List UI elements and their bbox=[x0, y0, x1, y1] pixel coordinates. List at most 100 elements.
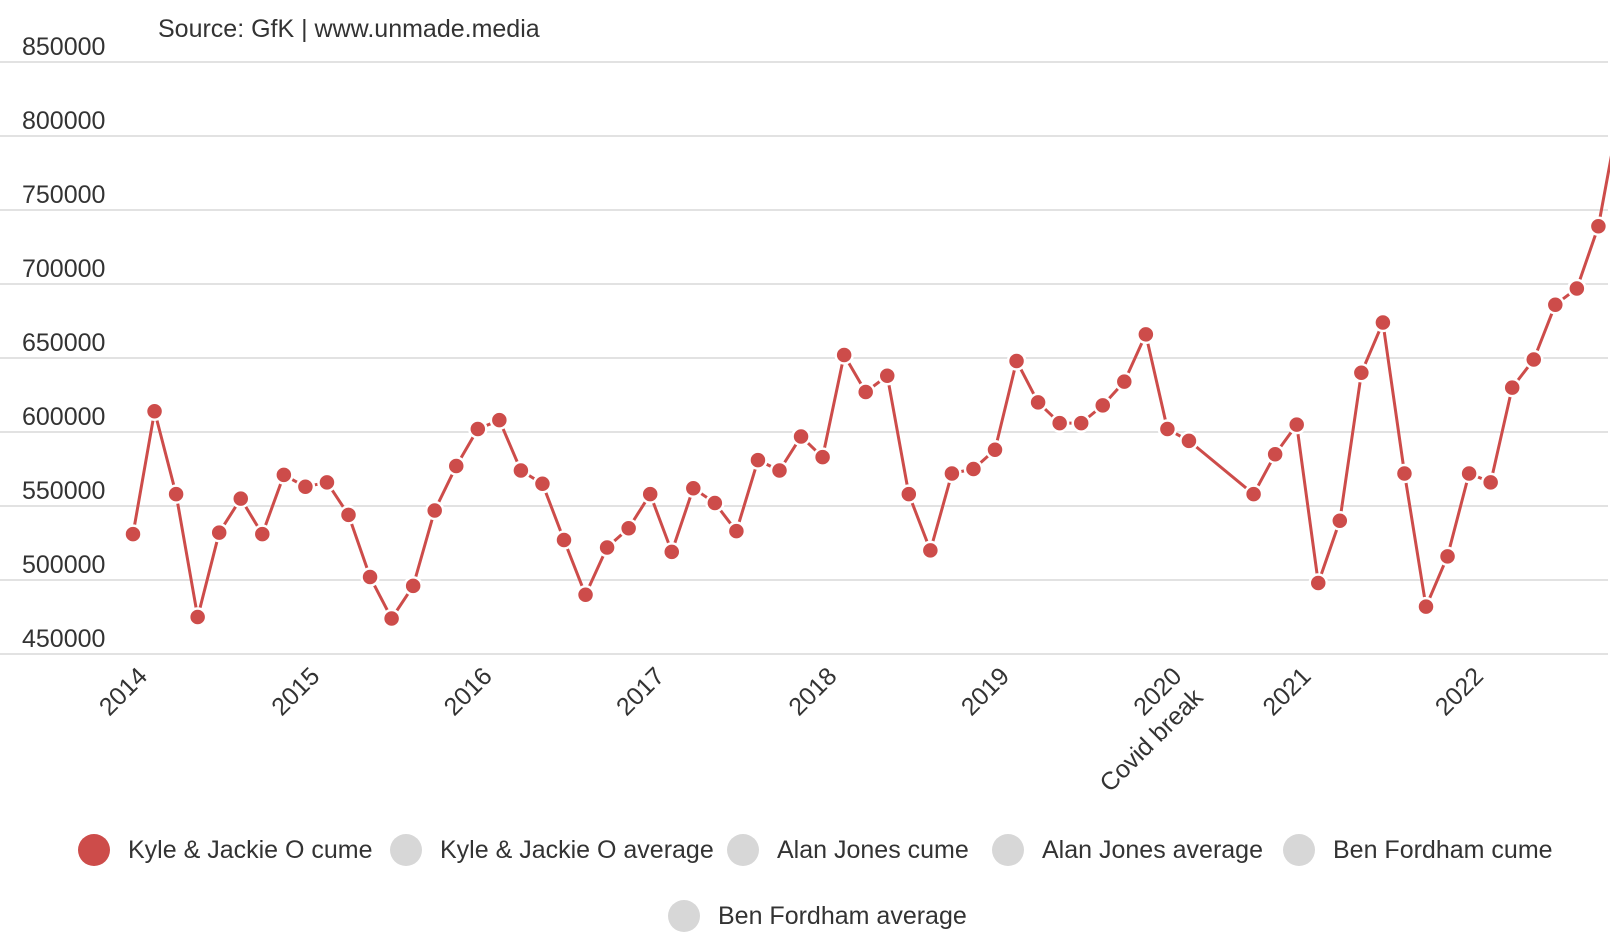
data-point bbox=[1006, 351, 1027, 371]
data-point bbox=[1351, 363, 1372, 383]
x-tick: 2017 bbox=[611, 662, 670, 721]
data-point bbox=[705, 493, 725, 513]
data-point bbox=[1071, 413, 1091, 433]
series-layer bbox=[123, 155, 1610, 629]
data-point bbox=[1243, 484, 1264, 504]
data-point bbox=[209, 522, 229, 543]
y-tick-label: 800000 bbox=[22, 107, 105, 135]
series-line bbox=[131, 155, 1610, 620]
data-point bbox=[1567, 278, 1587, 299]
y-axis-ticks: 850000 800000 750000 700000 650000 600000 5500… bbox=[22, 33, 105, 653]
y-tick-label: 600000 bbox=[22, 403, 105, 431]
data-point bbox=[597, 537, 617, 558]
data-point bbox=[1093, 395, 1113, 416]
data-point bbox=[403, 576, 423, 596]
data-point bbox=[360, 567, 380, 587]
data-point bbox=[1524, 349, 1544, 370]
data-point bbox=[1330, 511, 1350, 531]
data-point bbox=[1459, 463, 1479, 484]
data-point bbox=[1114, 371, 1135, 392]
data-point bbox=[446, 456, 466, 476]
data-point bbox=[683, 478, 704, 498]
data-point bbox=[834, 345, 854, 365]
legend-marker bbox=[668, 900, 700, 932]
x-tick-label: 2017 bbox=[611, 662, 670, 721]
y-tick-label: 750000 bbox=[22, 181, 105, 209]
data-point bbox=[1136, 324, 1156, 345]
x-tick: 2015 bbox=[266, 662, 325, 721]
y-tick-label: 850000 bbox=[22, 33, 105, 61]
data-point bbox=[791, 426, 811, 447]
legend-label: Alan Jones cume bbox=[777, 835, 969, 864]
legend-label: Alan Jones average bbox=[1042, 835, 1263, 864]
data-point bbox=[1480, 472, 1501, 493]
legend-item-ben-fordham-cume[interactable]: Ben Fordham cume bbox=[1283, 834, 1553, 866]
data-point bbox=[1588, 216, 1609, 237]
legend-marker bbox=[992, 834, 1024, 866]
x-tick: 2014 bbox=[94, 662, 153, 721]
legend-marker bbox=[1283, 834, 1315, 866]
x-tick: 2021 bbox=[1257, 662, 1316, 721]
data-point bbox=[855, 382, 876, 402]
y-tick-label: 550000 bbox=[22, 477, 105, 505]
data-point bbox=[338, 505, 359, 525]
data-point bbox=[640, 484, 660, 504]
x-tick-label: 2019 bbox=[956, 662, 1015, 721]
data-point bbox=[532, 474, 553, 494]
data-point bbox=[1416, 596, 1436, 617]
data-point bbox=[769, 460, 790, 481]
data-point bbox=[1179, 431, 1199, 451]
legend-label: Ben Fordham cume bbox=[1333, 835, 1553, 864]
legend-item-kyle-jackie-cume[interactable]: Kyle & Jackie O cume bbox=[78, 834, 373, 866]
legend-label: Kyle & Jackie O average bbox=[440, 835, 714, 864]
data-point bbox=[662, 542, 682, 562]
data-point bbox=[1308, 573, 1328, 593]
legend-item-alan-jones-average[interactable]: Alan Jones average bbox=[992, 834, 1263, 866]
y-tick-label: 450000 bbox=[22, 625, 105, 653]
data-point bbox=[618, 518, 639, 538]
data-point bbox=[468, 419, 488, 439]
data-point bbox=[899, 484, 919, 504]
data-point bbox=[1265, 444, 1285, 464]
x-tick: 2018 bbox=[783, 662, 842, 721]
data-point bbox=[511, 460, 531, 481]
legend-item-alan-jones-cume[interactable]: Alan Jones cume bbox=[727, 834, 969, 866]
data-point bbox=[1286, 414, 1307, 435]
data-point bbox=[1028, 392, 1048, 413]
x-tick-label: 2014 bbox=[94, 662, 153, 721]
data-point bbox=[942, 463, 962, 484]
data-point bbox=[985, 440, 1005, 460]
data-point bbox=[920, 540, 941, 561]
data-point bbox=[554, 530, 574, 550]
y-tick-label: 500000 bbox=[22, 551, 105, 579]
data-point bbox=[748, 450, 768, 470]
data-point bbox=[489, 410, 510, 430]
data-point bbox=[295, 477, 316, 497]
x-tick: 2019 bbox=[956, 662, 1015, 721]
data-point bbox=[1373, 312, 1393, 333]
legend-label: Kyle & Jackie O cume bbox=[128, 835, 373, 864]
x-tick: 2022 bbox=[1430, 662, 1489, 721]
legend-item-kyle-jackie-average[interactable]: Kyle & Jackie O average bbox=[390, 834, 714, 866]
legend-marker bbox=[78, 834, 110, 866]
legend-label: Ben Fordham average bbox=[718, 901, 967, 930]
data-point bbox=[317, 472, 337, 493]
data-point bbox=[726, 521, 747, 541]
legend-item-ben-fordham-average[interactable]: Ben Fordham average bbox=[668, 900, 967, 932]
data-point bbox=[123, 524, 143, 544]
data-point bbox=[1437, 546, 1458, 567]
data-point bbox=[1157, 419, 1178, 439]
x-tick-label: 2016 bbox=[439, 662, 498, 721]
x-tick-label: 2015 bbox=[266, 662, 325, 721]
x-tick-label: 2021 bbox=[1257, 662, 1316, 721]
y-tick-label: 700000 bbox=[22, 255, 105, 283]
legend-marker bbox=[390, 834, 422, 866]
data-point bbox=[424, 500, 445, 521]
data-point bbox=[381, 608, 402, 629]
data-point bbox=[1049, 413, 1070, 433]
legend-marker bbox=[727, 834, 759, 866]
